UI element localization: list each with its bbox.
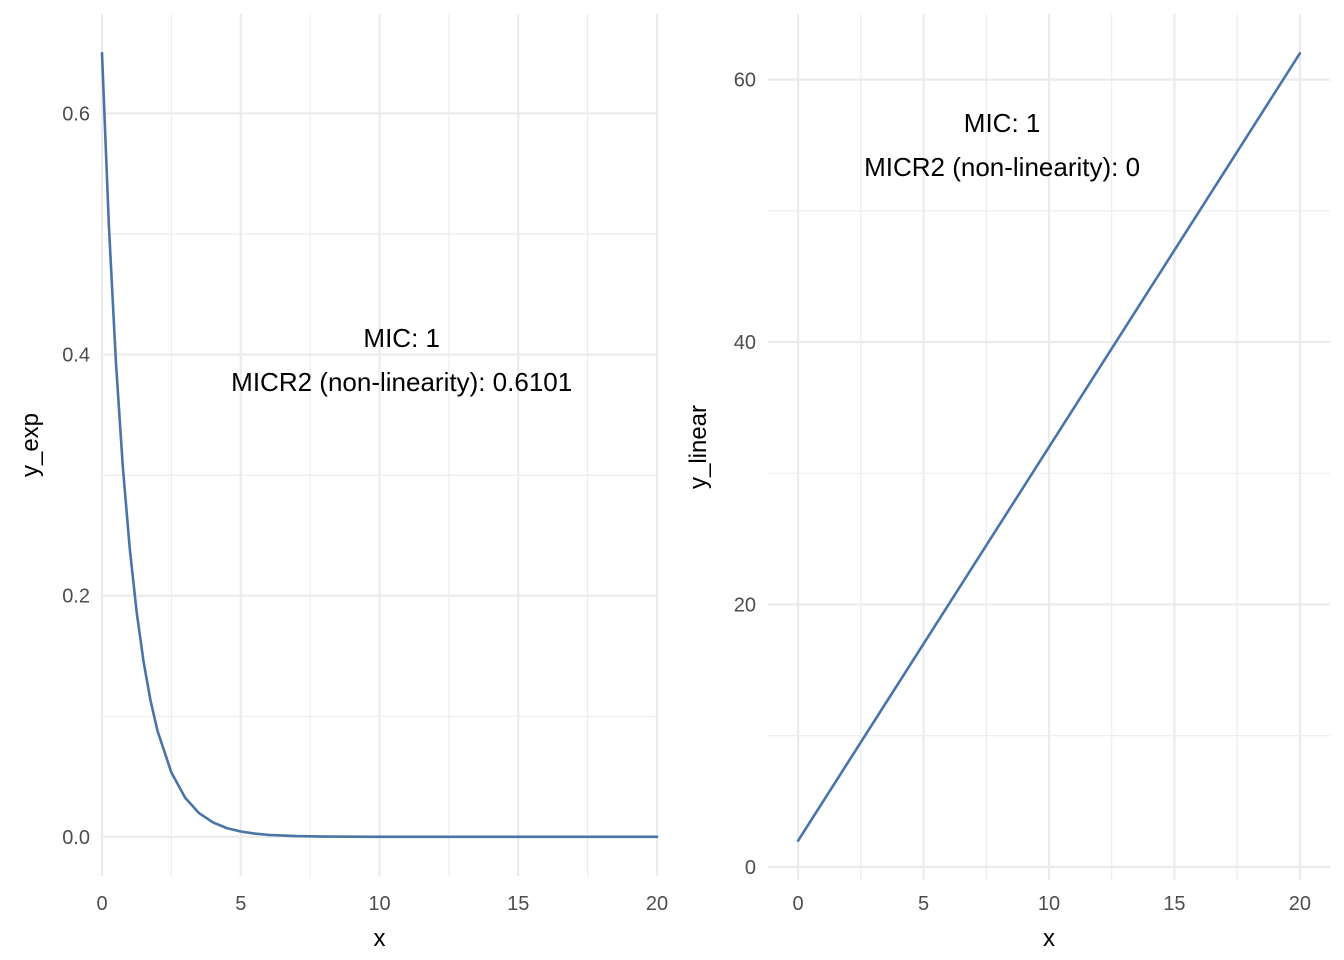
y-axis-title: y_exp [17, 413, 44, 477]
linear-chart: 0 5 10 15 20 0 20 40 60 x y_linear MIC: 1 MICR2 (non… [685, 14, 1330, 952]
y-axis-title: y_linear [685, 405, 712, 489]
exp-chart: 0 5 10 15 20 0.0 0.2 0.4 0.6 x y_exp MIC: 1 MICR2 (n… [17, 14, 668, 952]
y-tick-label: 0.2 [62, 586, 90, 608]
x-tick-label: 0 [96, 893, 107, 915]
x-axis-title: x [1043, 925, 1055, 952]
y-tick-label: 20 [734, 594, 756, 616]
y-tick-label: 0.6 [62, 103, 90, 125]
x-tick-label: 10 [1038, 893, 1060, 915]
x-tick-label: 5 [918, 893, 929, 915]
annotation-line: MICR2 (non-linearity): 0.6101 [231, 367, 572, 397]
x-tick-label: 20 [646, 893, 668, 915]
x-tick-label: 5 [235, 893, 246, 915]
x-tick-label: 20 [1289, 893, 1311, 915]
y-tick-label: 40 [734, 332, 756, 354]
y-tick-label: 0.4 [62, 345, 90, 367]
annotation-line: MIC: 1 [964, 108, 1041, 138]
series-line [100, 51, 659, 839]
annotation-line: MIC: 1 [363, 323, 440, 353]
annotation-line: MICR2 (non-linearity): 0 [864, 152, 1140, 182]
x-tick-label: 15 [1163, 893, 1185, 915]
series-line [796, 52, 1302, 842]
y-tick-label: 0 [745, 857, 756, 879]
x-tick-label: 15 [507, 893, 529, 915]
x-tick-label: 0 [793, 893, 804, 915]
x-axis-title: x [374, 925, 386, 952]
x-tick-label: 10 [368, 893, 390, 915]
y-tick-label: 0.0 [62, 827, 90, 849]
y-tick-label: 60 [734, 70, 756, 92]
